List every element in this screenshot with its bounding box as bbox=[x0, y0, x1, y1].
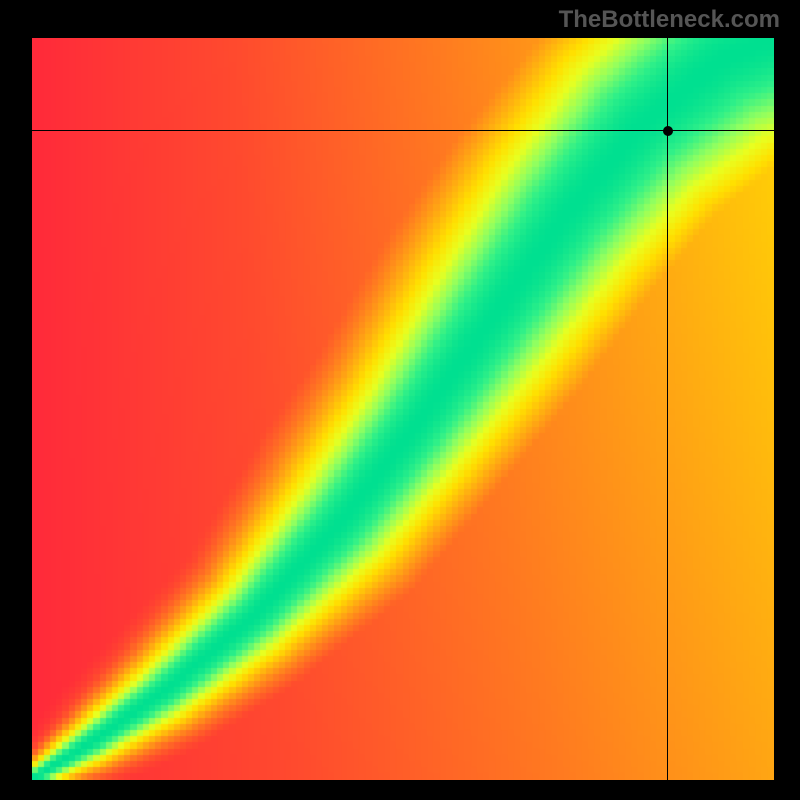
watermark-text: TheBottleneck.com bbox=[559, 6, 780, 34]
crosshair-vertical bbox=[667, 38, 668, 780]
heatmap-canvas bbox=[32, 38, 774, 780]
heatmap-plot bbox=[32, 38, 774, 780]
crosshair-marker bbox=[663, 126, 673, 136]
